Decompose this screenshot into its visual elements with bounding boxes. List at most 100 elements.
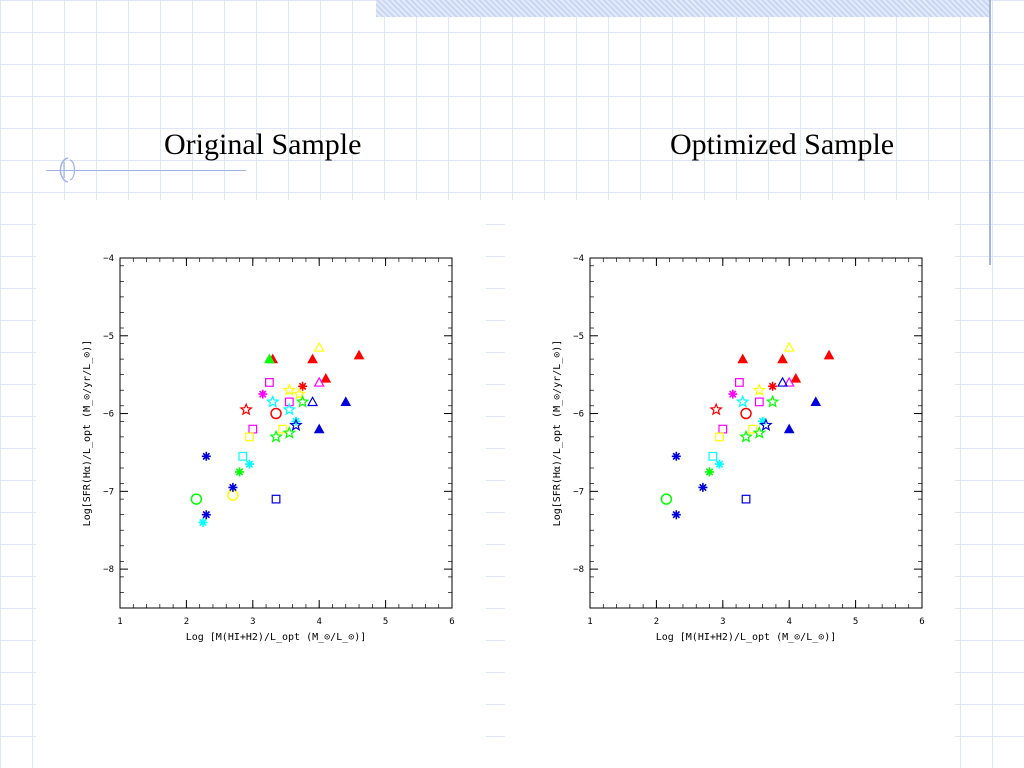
data-point-star-open: [282, 402, 297, 416]
data-point-star-open: [739, 429, 753, 443]
data-point-square-open: [708, 451, 718, 461]
data-point-asterisk: [671, 451, 681, 461]
data-point-square-open: [754, 397, 764, 407]
chart-original-sample: 1 2 3 4 5 6 −4 −5 −6 −7 −8 Log [M(HI+H2)/L_opt (M_⊙…: [70, 244, 470, 659]
x-tick-label: 5: [383, 617, 388, 627]
data-point-star-open: [752, 383, 767, 397]
data-point-asterisk: [758, 416, 768, 426]
scatter-plot-original: 1 2 3 4 5 6 −4 −5 −6 −7 −8 Log [M(HI+H2)/L_opt (M_⊙…: [82, 254, 455, 643]
data-point-triangle-open: [783, 341, 795, 352]
y-tick-label: −8: [573, 565, 584, 575]
x-tick-label: 2: [654, 617, 659, 627]
decorative-horizontal-rule: [46, 170, 246, 171]
data-point-star-open: [269, 429, 283, 443]
x-axis-label: Log [M(HI+H2)/L_opt (M_⊙/L_⊙)]: [186, 632, 367, 643]
data-point-asterisk: [705, 467, 714, 477]
data-point-square-open: [715, 432, 724, 442]
data-point-triangle-filled: [823, 349, 835, 360]
data-point-star-open: [239, 402, 253, 416]
y-tick-label: −4: [573, 254, 584, 264]
decorative-vertical-rule: [989, 0, 991, 265]
data-point-star-open: [709, 402, 723, 416]
data-point-triangle-open: [783, 376, 795, 387]
data-point-asterisk: [715, 459, 724, 469]
data-point-triangle-filled: [783, 423, 795, 434]
data-point-circle-open: [740, 407, 752, 420]
data-point-square-open: [245, 432, 254, 442]
data-point-square-open: [271, 494, 281, 504]
data-point-star-open: [735, 394, 750, 408]
bracket-ornament-icon: [59, 157, 76, 183]
data-point-square-open: [238, 451, 248, 461]
data-point-triangle-filled: [353, 349, 365, 360]
data-point-triangle-open: [313, 341, 325, 352]
y-tick-label: −8: [103, 565, 114, 575]
data-point-asterisk: [258, 389, 268, 399]
data-point-square-open: [265, 378, 274, 387]
y-tick-label: −6: [573, 410, 584, 420]
data-point-triangle-open: [777, 376, 789, 387]
y-tick-label: −7: [103, 487, 114, 497]
data-point-asterisk: [245, 459, 254, 469]
y-tick-label: −5: [103, 332, 114, 342]
data-point-circle-open: [660, 493, 673, 505]
data-point-star-open: [759, 418, 773, 432]
data-point-asterisk: [235, 467, 244, 477]
data-point-triangle-open: [313, 376, 325, 387]
data-point-asterisk: [228, 482, 238, 492]
data-point-triangle-filled: [320, 373, 332, 383]
y-axis-label: Log[SFR(Hα)/L_opt (M_⊙/yr/L_⊙)]: [82, 340, 93, 527]
y-tick-label: −6: [103, 410, 114, 420]
data-point-square-open: [278, 424, 288, 434]
y-tick-label: −4: [103, 254, 114, 264]
data-point-triangle-filled: [737, 353, 749, 364]
data-point-triangle-open: [307, 396, 319, 407]
data-point-star-open: [295, 394, 310, 408]
data-point-asterisk: [698, 482, 708, 492]
x-tick-label: 1: [117, 617, 122, 627]
x-axis-label: Log [M(HI+H2)/L_opt (M_⊙/L_⊙)]: [656, 632, 837, 643]
data-point-square-open: [741, 494, 751, 504]
x-tick-label: 5: [853, 617, 858, 627]
y-tick-label: −5: [573, 332, 584, 342]
data-point-triangle-filled: [777, 353, 788, 364]
data-point-square-open: [748, 424, 758, 434]
x-tick-label: 2: [184, 617, 189, 627]
data-point-triangle-filled: [810, 396, 822, 406]
y-axis-label: Log[SFR(Hα)/L_opt (M_⊙/yr/L_⊙)]: [552, 340, 563, 527]
x-tick-label: 3: [250, 617, 255, 627]
title-optimized-sample: Optimized Sample: [670, 128, 895, 161]
data-point-asterisk: [298, 381, 308, 391]
x-tick-label: 3: [720, 617, 725, 627]
y-tick-label: −7: [573, 487, 584, 497]
data-point-asterisk: [671, 510, 681, 520]
data-point-asterisk: [728, 389, 738, 399]
data-point-star-open: [282, 383, 297, 397]
scatter-plot-optimized: 1 2 3 4 5 6 −4 −5 −6 −7 −8 Log [M(HI+H2)/L_opt (M_⊙…: [552, 254, 925, 643]
data-point-star-open: [265, 394, 280, 408]
data-point-star-open: [289, 418, 303, 432]
data-point-asterisk: [201, 451, 211, 461]
x-tick-label: 4: [786, 617, 791, 627]
data-point-star-open: [752, 425, 767, 439]
data-point-circle-open: [190, 493, 203, 505]
data-point-triangle-filled: [790, 373, 802, 383]
data-point-star-open: [282, 425, 297, 439]
x-tick-label: 1: [587, 617, 592, 627]
x-tick-label: 6: [449, 617, 454, 627]
data-point-triangle-filled: [307, 353, 318, 364]
data-point-asterisk: [201, 510, 211, 520]
data-point-triangle-filled: [313, 423, 325, 434]
data-point-square-open: [735, 378, 744, 387]
data-point-asterisk: [198, 517, 208, 527]
data-point-triangle-filled: [264, 353, 275, 364]
x-tick-label: 4: [316, 617, 321, 627]
x-tick-label: 6: [919, 617, 924, 627]
data-point-triangle-filled: [340, 396, 352, 406]
header-band: [376, 0, 990, 17]
chart-optimized-sample: 1 2 3 4 5 6 −4 −5 −6 −7 −8 Log [M(HI+H2)/L_opt (M_⊙…: [540, 244, 940, 659]
title-original-sample: Original Sample: [164, 128, 362, 161]
data-point-star-open: [292, 386, 307, 400]
data-point-circle-open: [270, 407, 282, 420]
data-point-asterisk: [768, 381, 778, 391]
